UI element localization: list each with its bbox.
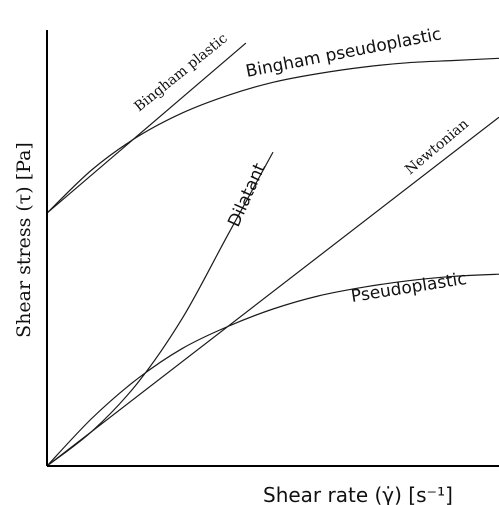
series-line-bingham-plastic [46,42,247,214]
series-label-newtonian: Newtonian [402,116,472,178]
series-label-bingham-plastic: Bingham plastic [131,30,230,115]
series-label-dilatant: Dilatant [224,160,270,230]
series-line-newtonian [46,116,499,467]
y-axis-title: Shear stress (τ) [Pa] [13,142,35,338]
x-axis-title: Shear rate (γ̇) [s⁻¹] [263,483,453,505]
series-line-bingham-pseudoplastic [46,57,499,214]
series-line-pseudoplastic [46,273,499,467]
series-label-pseudoplastic: Pseudoplastic [350,269,468,307]
series-label-bingham-pseudoplastic: Bingham pseudoplastic [244,24,443,82]
curves [46,42,499,467]
